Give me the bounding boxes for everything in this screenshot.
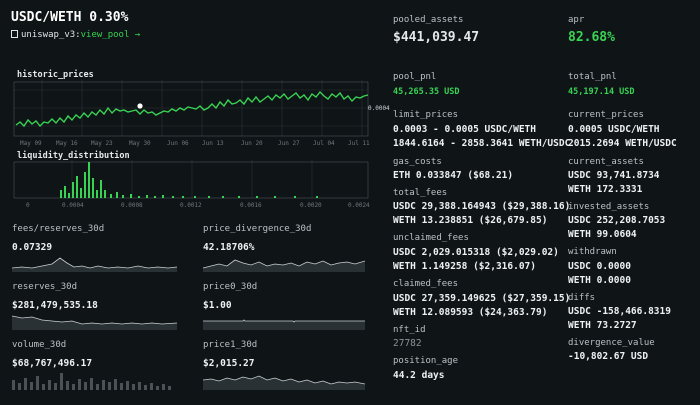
fees-reserves-sparkline xyxy=(12,254,177,272)
current-prices-label: current_prices xyxy=(568,110,644,120)
price-marker xyxy=(137,103,142,108)
pool-title: USDC/WETH 0.30% xyxy=(11,10,128,25)
nft-id-value[interactable]: 27782 xyxy=(393,338,422,349)
apr-label: apr xyxy=(568,15,584,25)
x-tick: 0.0020 xyxy=(300,202,322,209)
x-tick: May 30 xyxy=(129,140,151,147)
gas-costs-line1: ETH 0.033847 ($68.21) xyxy=(393,170,513,181)
x-tick: Jun 13 xyxy=(202,140,224,147)
historic-prices-chart: May 09 May 16 May 23 May 30 Jun 06 Jun 1… xyxy=(12,80,374,148)
x-tick: 0.0024 xyxy=(348,202,370,209)
diffs-label: diffs xyxy=(568,293,595,303)
unclaimed-fees-line2: WETH 1.149258 ($2,316.07) xyxy=(393,261,536,272)
total-fees-line1: USDC 29,388.164943 ($29,388.16) xyxy=(393,201,570,212)
historic-prices-title: historic_prices xyxy=(17,70,94,80)
liquidity-distribution-chart: 0 0.0004 0.0008 0.0012 0.0016 0.0020 0.0… xyxy=(12,160,374,212)
withdrawn-line2: WETH 0.0000 xyxy=(568,275,631,286)
x-tick: 0.0016 xyxy=(240,202,262,209)
pool-link[interactable]: uniswap_v3:view_pool → xyxy=(11,30,140,40)
fees-reserves-label: fees/reserves_30d xyxy=(12,224,104,234)
x-tick: Jun 27 xyxy=(278,140,300,147)
withdrawn-line1: USDC 0.0000 xyxy=(568,261,631,272)
pool-pnl-label: pool_pnl xyxy=(393,72,436,82)
total-pnl-value: 45,197.14 USD xyxy=(568,87,635,97)
current-assets-label: current_assets xyxy=(568,157,644,167)
reserves-value: $281,479,535.18 xyxy=(12,300,98,311)
link-prefix: uniswap_v3: xyxy=(21,30,81,40)
price1-sparkline xyxy=(203,370,365,390)
position-age-value: 44.2 days xyxy=(393,370,444,381)
pooled-assets-label: pooled_assets xyxy=(393,15,463,25)
x-tick: 0.0012 xyxy=(180,202,202,209)
x-tick: 0.0004 xyxy=(62,202,84,209)
volume-value: $68,767,496.17 xyxy=(12,358,92,369)
x-tick: Jul 04 xyxy=(313,140,335,147)
current-prices-line2: 2015.2694 WETH/USDC xyxy=(568,138,677,149)
divergence-value-value: -10,802.67 USD xyxy=(568,351,648,362)
invested-assets-label: invested_assets xyxy=(568,202,649,212)
pool-pnl-value: 45,265.35 USD xyxy=(393,87,460,97)
diffs-line2: WETH 73.2727 xyxy=(568,320,637,331)
pooled-assets-value: $441,039.47 xyxy=(393,30,479,45)
limit-prices-line1: 0.0003 - 0.0005 USDC/WETH xyxy=(393,124,536,135)
limit-prices-label: limit_prices xyxy=(393,110,458,120)
claimed-fees-label: claimed_fees xyxy=(393,279,458,289)
price-divergence-value: 42.18706% xyxy=(203,242,254,253)
diffs-line1: USDC -158,466.8319 xyxy=(568,306,671,317)
total-pnl-label: total_pnl xyxy=(568,72,617,82)
current-assets-line2: WETH 172.3331 xyxy=(568,184,642,195)
current-assets-line1: USDC 93,741.8734 xyxy=(568,170,660,181)
divergence-value-label: divergence_value xyxy=(568,338,655,348)
gas-costs-label: gas_costs xyxy=(393,157,442,167)
price0-sparkline xyxy=(203,312,365,330)
total-fees-line2: WETH 13.238851 ($26,679.85) xyxy=(393,215,547,226)
invested-assets-line1: USDC 252,208.7053 xyxy=(568,215,665,226)
price-divergence-label: price_divergence_30d xyxy=(203,224,311,234)
reserves-sparkline xyxy=(12,312,177,330)
price0-label: price0_30d xyxy=(203,282,257,292)
price1-label: price1_30d xyxy=(203,340,257,350)
x-tick: Jul 11 xyxy=(348,140,370,147)
price-divergence-sparkline xyxy=(203,254,365,272)
x-tick: 0.0008 xyxy=(121,202,143,209)
unclaimed-fees-label: unclaimed_fees xyxy=(393,233,469,243)
nft-id-label: nft_id xyxy=(393,325,426,335)
claimed-fees-line2: WETH 12.089593 ($24,363.79) xyxy=(393,307,547,318)
arrow-right-icon: → xyxy=(135,30,140,40)
total-fees-label: total_fees xyxy=(393,188,447,198)
x-tick: Jun 20 xyxy=(241,140,263,147)
unclaimed-fees-line1: USDC 2,029.015318 ($2,029.02) xyxy=(393,247,559,258)
price1-value: $2,015.27 xyxy=(203,358,254,369)
claimed-fees-line1: USDC 27,359.149625 ($27,359.15) xyxy=(393,293,570,304)
volume-label: volume_30d xyxy=(12,340,66,350)
current-prices-line1: 0.0005 USDC/WETH xyxy=(568,124,660,135)
x-tick: 0 xyxy=(26,202,30,209)
document-icon xyxy=(11,30,18,38)
price0-value: $1.00 xyxy=(203,300,232,311)
x-tick: May 09 xyxy=(20,140,42,147)
apr-value: 82.68% xyxy=(568,30,615,45)
withdrawn-label: withdrawn xyxy=(568,247,617,257)
position-age-label: position_age xyxy=(393,356,458,366)
x-tick: Jun 06 xyxy=(167,140,189,147)
volume-sparkline xyxy=(12,370,177,390)
x-tick: May 16 xyxy=(56,140,78,147)
x-tick: May 23 xyxy=(91,140,113,147)
invested-assets-line2: WETH 99.0604 xyxy=(568,229,637,240)
y-axis-label: 0.0004 xyxy=(368,105,390,112)
reserves-label: reserves_30d xyxy=(12,282,77,292)
fees-reserves-value: 0.07329 xyxy=(12,242,52,253)
link-path: view_pool xyxy=(81,30,130,40)
limit-prices-line2: 1844.6164 - 2858.3641 WETH/USDC xyxy=(393,138,570,149)
